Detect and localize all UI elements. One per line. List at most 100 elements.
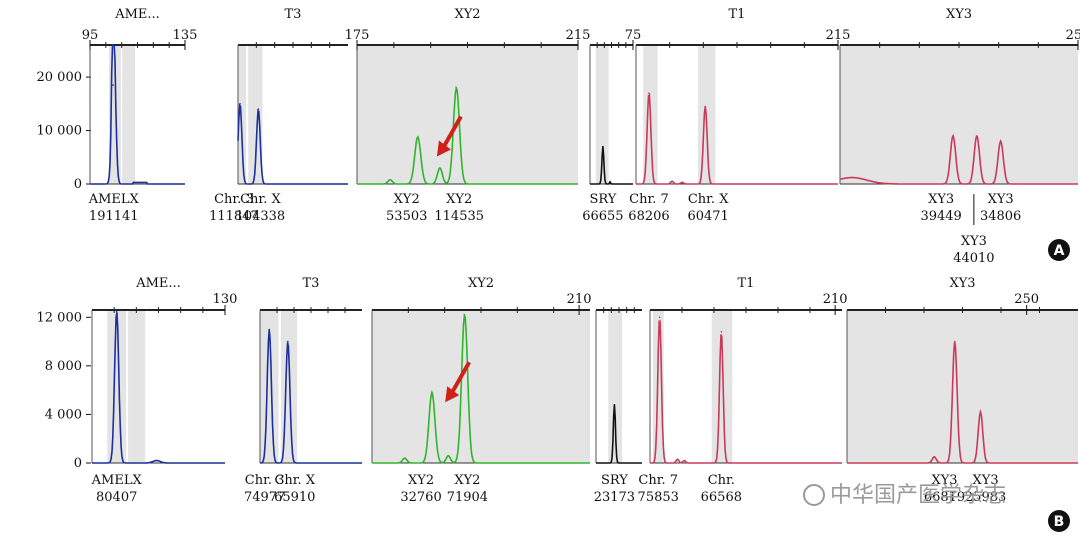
peak-point bbox=[455, 86, 458, 89]
peak-point bbox=[954, 340, 956, 343]
peak-point bbox=[671, 180, 673, 183]
peak-point bbox=[416, 136, 419, 138]
segment: T3 Chr. 3 74977 Chr. X 65910 bbox=[244, 276, 362, 505]
peak-point bbox=[720, 331, 723, 333]
peak-label: 66819 bbox=[924, 490, 965, 505]
peak-label: AMELX bbox=[91, 473, 143, 488]
bin-shade bbox=[128, 310, 146, 463]
peak-point bbox=[115, 310, 118, 313]
x-tick-label: 135 bbox=[173, 28, 198, 43]
peak-label: 111847 bbox=[209, 209, 259, 224]
segment-title: XY2 bbox=[468, 276, 494, 291]
bin-shade bbox=[840, 45, 1078, 184]
panel-badge-label: A bbox=[1054, 243, 1065, 259]
peak-point bbox=[463, 314, 466, 316]
panel-a: 0 10 000 20 000 95 135 AME... AMELX 191141 T3 Chr… bbox=[37, 7, 1080, 266]
peak-label: 23173 bbox=[594, 490, 635, 505]
y-tick-label: 0 bbox=[74, 177, 82, 192]
y-tick-label: 8 000 bbox=[45, 359, 82, 374]
peak-point bbox=[952, 135, 954, 137]
x-tick-label: 75 bbox=[625, 28, 642, 43]
arrow-head bbox=[445, 386, 460, 403]
trace-line bbox=[372, 312, 590, 464]
peak-label: 34806 bbox=[980, 209, 1021, 224]
bin-shade bbox=[248, 45, 263, 184]
segment: 250 XY3 XY3 66819 XY3 25983 bbox=[846, 276, 1078, 505]
bin-shade bbox=[238, 45, 247, 184]
peak-label: Chr. 3 bbox=[245, 473, 285, 488]
arrow-shaft bbox=[442, 115, 463, 148]
peak-label: Chr. bbox=[708, 473, 735, 488]
trace-line bbox=[636, 92, 838, 185]
peak-point bbox=[851, 176, 853, 179]
peak-label: 80407 bbox=[96, 490, 137, 505]
peak-point bbox=[976, 135, 978, 137]
segment-title: T1 bbox=[738, 276, 755, 291]
trace-line bbox=[237, 103, 348, 185]
trace-line bbox=[596, 404, 642, 464]
peak-point bbox=[155, 459, 158, 462]
panel-badge bbox=[1048, 239, 1070, 261]
peak-label: XY2 bbox=[408, 473, 434, 488]
trace-line bbox=[847, 341, 1078, 464]
peak-point bbox=[979, 411, 982, 413]
segment: 255XY3XY339449XY334806XY344010 bbox=[839, 7, 1080, 266]
peak-label: 32760 bbox=[400, 490, 441, 505]
peak-point bbox=[112, 84, 114, 86]
peak-label: XY3 bbox=[961, 234, 987, 249]
y-tick-label: 12 000 bbox=[37, 310, 83, 325]
panel-badge bbox=[1048, 510, 1070, 532]
bin-shade bbox=[372, 310, 590, 463]
peak-point bbox=[683, 459, 686, 462]
peak-point bbox=[287, 340, 289, 343]
segment-title: XY3 bbox=[946, 7, 972, 22]
segment: 75 SRY 66655 bbox=[582, 28, 641, 224]
peak-label: XY2 bbox=[446, 192, 472, 207]
peak-label: Chr. 3 bbox=[214, 192, 254, 207]
trace-line bbox=[650, 320, 842, 464]
peak-point bbox=[403, 457, 406, 459]
peak-label: XY3 bbox=[928, 192, 954, 207]
x-tick-label: 210 bbox=[567, 292, 592, 307]
segment: 95 135 AME... AMELX 191141 bbox=[82, 7, 198, 224]
peak-point bbox=[704, 105, 707, 108]
peak-label: SRY bbox=[589, 192, 616, 207]
peak-label: 44010 bbox=[953, 251, 994, 266]
peak-label: Chr. X bbox=[688, 192, 729, 207]
peak-label: 74977 bbox=[244, 490, 285, 505]
trace-line bbox=[260, 329, 362, 464]
x-tick-label: 210 bbox=[823, 292, 848, 307]
watermark-logo-icon bbox=[803, 484, 825, 506]
peak-label: XY2 bbox=[454, 473, 480, 488]
x-tick-label: 175 bbox=[345, 28, 370, 43]
arrow-head bbox=[436, 140, 451, 157]
bin-shade bbox=[109, 45, 121, 184]
peak-label: XY3 bbox=[973, 473, 999, 488]
peak-label: 75853 bbox=[638, 490, 679, 505]
peak-point bbox=[658, 316, 661, 319]
peak-label: 68206 bbox=[628, 209, 669, 224]
peak-label: AMELX bbox=[88, 192, 140, 207]
peak-label: SRY bbox=[601, 473, 628, 488]
peak-point bbox=[609, 181, 611, 183]
segment: 215 T1 Chr. 7 68206 Chr. X 60471 bbox=[628, 7, 850, 224]
peak-label: Chr. 7 bbox=[629, 192, 669, 207]
segment-title: T3 bbox=[303, 276, 320, 291]
segment-title: T3 bbox=[285, 7, 302, 22]
peak-point bbox=[268, 328, 271, 331]
peak-point bbox=[112, 44, 115, 46]
bin-shade bbox=[711, 310, 733, 463]
peak-point bbox=[389, 178, 391, 181]
peak-point bbox=[933, 456, 936, 458]
trace-line bbox=[357, 85, 578, 185]
peak-point bbox=[439, 167, 441, 169]
bin-shade bbox=[595, 45, 609, 184]
overlay: 中华国产医学杂志 bbox=[803, 483, 1006, 508]
segment-title: AME... bbox=[114, 7, 160, 22]
panel-b: 0 4 000 8 000 12 000 130 AME... AMELX 80407 T3 Ch… bbox=[37, 276, 1078, 532]
trace-line bbox=[90, 44, 185, 185]
x-tick-label: 95 bbox=[82, 28, 99, 43]
peak-label: 39449 bbox=[920, 209, 961, 224]
peak-label: Chr. X bbox=[274, 473, 315, 488]
peak-label: Chr. 7 bbox=[638, 473, 678, 488]
